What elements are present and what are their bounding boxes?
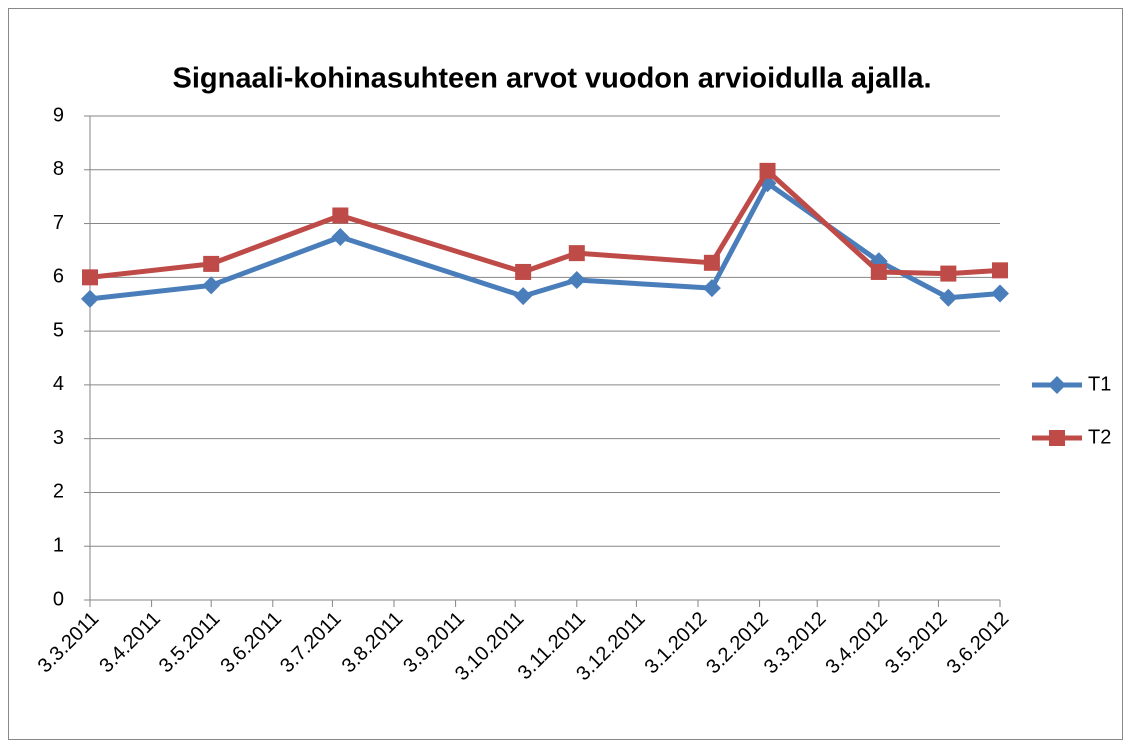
marker: [82, 269, 98, 286]
marker: [203, 255, 220, 272]
marker: [332, 207, 349, 224]
legend-label: T1: [1088, 373, 1111, 395]
marker: [567, 271, 586, 290]
legend-marker: [1048, 376, 1066, 394]
y-tick-label: 4: [53, 373, 64, 395]
marker: [759, 162, 776, 179]
marker: [703, 254, 720, 271]
series-line: [89, 180, 1001, 302]
y-tick-label: 6: [53, 266, 64, 288]
series-line: [89, 168, 1001, 280]
marker: [202, 276, 221, 295]
marker: [81, 289, 99, 308]
y-tick-label: 5: [53, 319, 64, 341]
marker: [870, 263, 887, 280]
legend-label: T2: [1088, 426, 1111, 448]
y-tick-label: 0: [53, 588, 64, 610]
marker: [991, 284, 1009, 303]
marker: [939, 288, 958, 307]
y-tick-label: 8: [53, 158, 64, 180]
marker: [940, 265, 957, 282]
y-tick-label: 3: [53, 427, 64, 449]
marker: [992, 262, 1008, 279]
marker: [568, 245, 585, 262]
marker: [514, 287, 533, 306]
legend-marker: [1049, 430, 1065, 446]
marker: [702, 279, 721, 298]
y-tick-label: 2: [53, 481, 64, 503]
chart-title: Signaali-kohinasuhteen arvot vuodon arvi…: [173, 63, 932, 95]
marker: [331, 228, 350, 246]
y-tick-label: 1: [53, 535, 64, 557]
marker: [515, 263, 532, 280]
chart-frame: [8, 8, 1123, 740]
y-tick-label: 9: [53, 104, 64, 126]
y-tick-label: 7: [53, 212, 64, 234]
